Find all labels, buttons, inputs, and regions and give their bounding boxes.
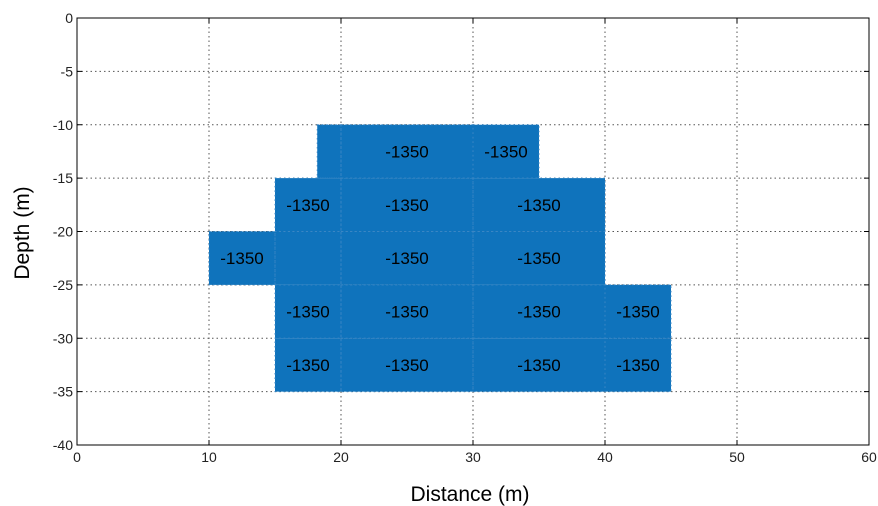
cell-value-label: -1350 bbox=[385, 249, 428, 268]
y-tick-label: -15 bbox=[53, 170, 73, 186]
cell bbox=[605, 284, 671, 339]
cell-border bbox=[274, 177, 342, 232]
y-tick-label: -40 bbox=[53, 437, 73, 453]
cell bbox=[473, 178, 605, 232]
cell-border bbox=[274, 231, 342, 286]
cell-value-label: -1350 bbox=[517, 303, 560, 322]
x-axis-label: Distance (m) bbox=[410, 483, 529, 506]
cell bbox=[317, 124, 341, 179]
cell bbox=[473, 338, 605, 392]
y-tick-label: -25 bbox=[53, 277, 73, 293]
cell bbox=[341, 231, 473, 285]
ticks: 0 10 20 30 40 50 60 0 -5 -10 -15 -20 -25 -30 -35 -40 bbox=[53, 10, 877, 465]
cells bbox=[208, 124, 672, 393]
y-tick-label: 0 bbox=[65, 10, 73, 26]
cell bbox=[275, 338, 341, 392]
cell-value-label: -1350 bbox=[286, 303, 329, 322]
cell bbox=[605, 338, 671, 392]
cell-value-label: -1350 bbox=[286, 196, 329, 215]
cell-value-label: -1350 bbox=[385, 142, 428, 161]
cell-border bbox=[208, 231, 276, 286]
cell-border bbox=[316, 124, 342, 179]
cell-border bbox=[340, 177, 474, 232]
y-tick-label: -10 bbox=[53, 117, 73, 133]
cell-value-label: -1350 bbox=[517, 356, 560, 375]
cell bbox=[341, 338, 473, 392]
x-tick-label: 20 bbox=[333, 449, 349, 465]
cell-value-label: -1350 bbox=[385, 303, 428, 322]
cell-border bbox=[604, 284, 672, 339]
x-tick-label: 30 bbox=[465, 449, 481, 465]
cell bbox=[275, 178, 341, 232]
cell bbox=[341, 284, 473, 339]
cell-value-label: -1350 bbox=[220, 249, 263, 268]
cell bbox=[473, 124, 539, 179]
cell-value-label: -1350 bbox=[517, 196, 560, 215]
cell-border bbox=[274, 284, 342, 339]
cell-border bbox=[472, 124, 540, 179]
cell-value-label: -1350 bbox=[616, 356, 659, 375]
cell-labels: -1350 -1350 -1350 -1350 -1350 -1350 -1350 -1350… bbox=[220, 142, 659, 375]
cell bbox=[473, 284, 605, 339]
x-tick-label: 60 bbox=[861, 449, 877, 465]
cell bbox=[341, 124, 473, 179]
cell-border bbox=[340, 284, 474, 339]
x-tick-label: 50 bbox=[729, 449, 745, 465]
x-tick-label: 40 bbox=[597, 449, 613, 465]
cell-value-label: -1350 bbox=[385, 196, 428, 215]
cell bbox=[341, 178, 473, 232]
cell bbox=[209, 231, 275, 285]
cell-border bbox=[472, 231, 606, 286]
cell-border bbox=[340, 337, 474, 393]
y-tick-label: -5 bbox=[61, 63, 74, 79]
y-tick-label: -20 bbox=[53, 224, 73, 240]
cell-border bbox=[472, 177, 606, 232]
y-tick-label: -35 bbox=[53, 384, 73, 400]
x-tick-label: 10 bbox=[201, 449, 217, 465]
cell bbox=[275, 284, 341, 339]
y-tick-label: -30 bbox=[53, 330, 73, 346]
cell bbox=[473, 231, 605, 285]
cell bbox=[275, 231, 341, 285]
cell-value-label: -1350 bbox=[517, 249, 560, 268]
cell-border bbox=[604, 337, 672, 393]
cell-value-label: -1350 bbox=[484, 142, 527, 161]
x-tick-label: 0 bbox=[73, 449, 81, 465]
y-axis-label: Depth (m) bbox=[11, 186, 34, 279]
cell-border bbox=[340, 231, 474, 286]
cell-value-label: -1350 bbox=[286, 356, 329, 375]
cell-value-label: -1350 bbox=[385, 356, 428, 375]
cell-value-label: -1350 bbox=[616, 303, 659, 322]
cell-border bbox=[274, 337, 342, 393]
